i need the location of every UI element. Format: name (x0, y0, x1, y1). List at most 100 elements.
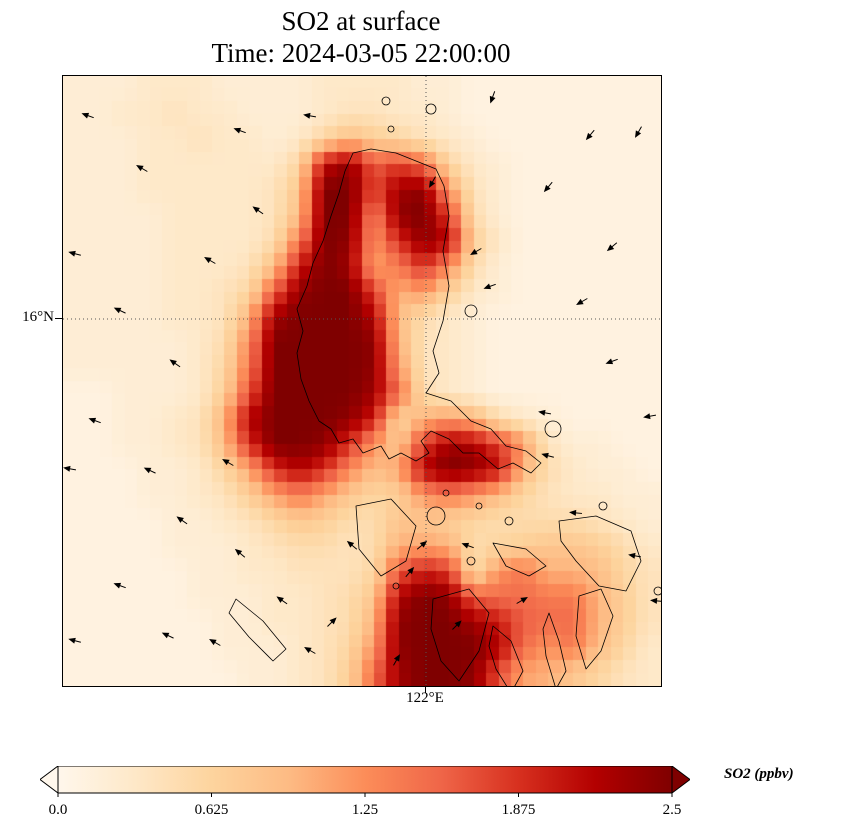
colorbar-ticks: 0.0 0.625 1.25 1.875 2.5 (49, 793, 682, 818)
colorbar-tick-label: 2.5 (663, 802, 682, 818)
wind-arrow-head (161, 632, 170, 639)
wind-arrow-head (541, 452, 549, 459)
wind-arrow-icon (204, 257, 216, 264)
wind-arrow-icon (635, 126, 642, 138)
wind-arrow-head (329, 617, 337, 625)
wind-arrow-icon (452, 620, 462, 630)
x-axis-tick-label: 122°E (406, 690, 444, 706)
wind-arrow-icon (209, 639, 221, 646)
colorbar: 0.0 0.625 1.25 1.875 2.5 (40, 766, 690, 818)
wind-arrow-icon (304, 647, 316, 654)
wind-arrow-head (419, 540, 428, 548)
wind-arrow-head (635, 130, 642, 138)
island-outline (392, 582, 400, 590)
colorbar-gradient-bar (57, 766, 673, 794)
colorbar-tick-label: 0.625 (195, 802, 229, 818)
coastline-path (430, 588, 490, 682)
map-overlay-svg (63, 76, 661, 686)
wind-arrow-head (81, 112, 90, 119)
colorbar-label: SO2 (ppbv) (724, 766, 794, 782)
wind-arrow-head (461, 542, 470, 549)
wind-arrow-head (606, 244, 615, 252)
wind-arrow-head (585, 132, 593, 141)
x-axis-tick-mark (425, 686, 426, 693)
wind-arrow-icon (470, 248, 482, 255)
colorbar-over-arrow (671, 766, 690, 794)
coastline-path (575, 588, 614, 670)
wind-arrow-icon (136, 165, 148, 172)
wind-arrow-icon (483, 283, 496, 290)
island-outline (544, 420, 562, 438)
wind-arrow-head (483, 283, 492, 290)
colorbar-tick-label: 0.0 (49, 802, 68, 818)
colorbar-under-arrow (40, 766, 59, 794)
wind-arrow-head (209, 639, 217, 646)
wind-arrow-icon (346, 540, 358, 550)
wind-arrow-head (543, 184, 551, 193)
wind-arrow-head (176, 516, 184, 523)
island-outline (426, 506, 446, 526)
island-outline (598, 501, 608, 511)
wind-arrow-icon (88, 417, 101, 424)
island-outline (504, 516, 514, 526)
wind-arrow-head (429, 180, 436, 188)
wind-arrow-head (143, 467, 152, 474)
wind-arrow-icon (233, 127, 246, 134)
island-outline (466, 556, 476, 566)
wind-arrow-head (538, 409, 546, 416)
wind-arrow-icon (169, 359, 181, 368)
wind-arrow-head (407, 566, 415, 575)
y-axis-tick-mark (55, 318, 62, 319)
wind-arrow-head (489, 95, 496, 104)
wind-arrow-head (454, 620, 462, 628)
island-outline (464, 304, 478, 318)
wind-arrow-icon (489, 91, 496, 104)
wind-arrow-head (605, 358, 614, 365)
wind-arrow-icon (405, 566, 415, 578)
wind-arrow-icon (68, 637, 81, 644)
wind-arrow-head (113, 307, 122, 314)
wind-arrow-head (68, 637, 76, 644)
wind-arrow-head (576, 298, 584, 305)
wind-arrow-head (233, 127, 242, 134)
wind-arrow-icon (585, 129, 595, 141)
coastline-path (228, 598, 287, 662)
wind-arrow-head (252, 206, 260, 213)
wind-arrow-icon (516, 597, 528, 604)
wind-arrow-icon (63, 465, 77, 472)
wind-arrow-icon (569, 509, 583, 516)
wind-arrow-icon (176, 516, 188, 525)
wind-arrow-icon (81, 112, 94, 119)
wind-arrow-icon (461, 542, 474, 549)
coastline-path (542, 612, 567, 686)
island-outline (475, 502, 483, 510)
wind-arrow-head (68, 250, 76, 257)
wind-arrow-head (222, 459, 230, 466)
wind-arrow-head (393, 654, 400, 662)
island-outline (381, 96, 391, 106)
wind-arrow-head (204, 257, 212, 264)
chart-subtitle: Time: 2024-03-05 22:00:00 (211, 38, 511, 68)
wind-arrow-head (643, 413, 651, 420)
so2-heatmap-canvas (63, 76, 661, 686)
wind-arrow-icon (276, 596, 288, 605)
wind-arrow-icon (538, 409, 552, 416)
island-outline (442, 489, 450, 497)
wind-arrow-icon (113, 307, 126, 314)
island-outline (653, 586, 661, 596)
wind-arrow-head (234, 548, 243, 556)
wind-arrow-head (304, 647, 312, 654)
wind-arrow-icon (393, 654, 400, 666)
wind-arrow-icon (429, 176, 436, 188)
map-plot-area (62, 75, 662, 687)
wind-arrow-icon (303, 112, 317, 119)
coastline-path (296, 148, 542, 474)
y-axis-tick-label: 16°N (22, 309, 54, 325)
wind-arrow-icon (416, 540, 428, 550)
wind-arrow-icon (543, 181, 553, 193)
colorbar-tick-label: 1.25 (352, 802, 378, 818)
wind-arrow-icon (143, 467, 156, 474)
wind-arrow-head (169, 359, 177, 366)
wind-arrow-icon (628, 552, 642, 559)
